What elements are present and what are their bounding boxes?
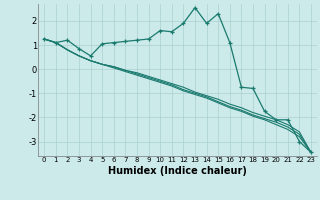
X-axis label: Humidex (Indice chaleur): Humidex (Indice chaleur) xyxy=(108,166,247,176)
